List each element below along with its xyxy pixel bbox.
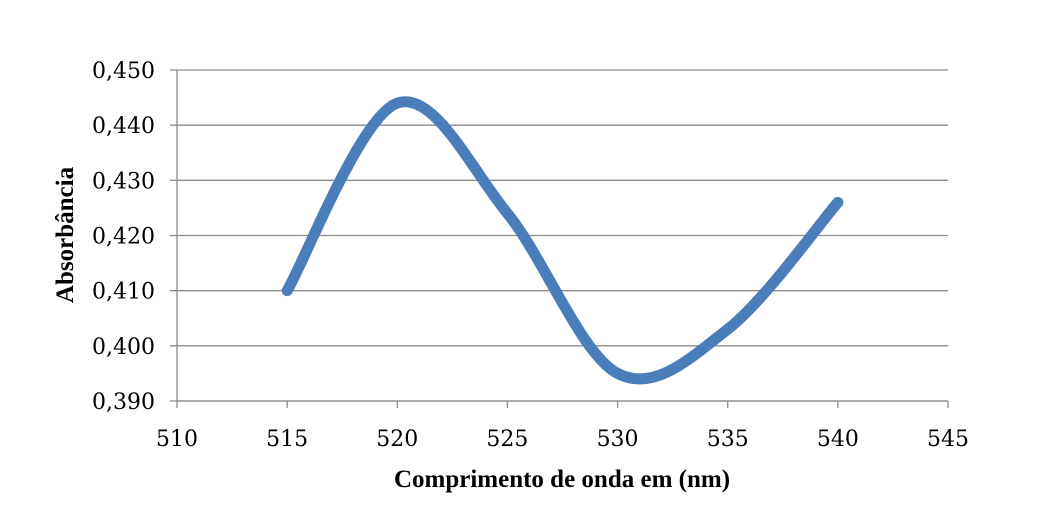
y-tick-label: 0,430 — [92, 169, 155, 194]
y-tick-label: 0,420 — [92, 225, 155, 250]
x-tick-label: 530 — [597, 427, 639, 452]
y-tick-label: 0,400 — [92, 335, 155, 360]
y-tick-label: 0,410 — [92, 280, 155, 305]
y-tick-label: 0,450 — [92, 59, 155, 84]
y-tick-label: 0,440 — [92, 114, 155, 139]
y-tick-label: 0,390 — [92, 390, 155, 415]
x-tick-label: 510 — [156, 427, 198, 452]
gridlines — [170, 69, 948, 402]
x-tick-label: 520 — [376, 427, 418, 452]
x-tick-label: 535 — [707, 427, 749, 452]
x-tick-label: 515 — [266, 427, 308, 452]
x-tick-label: 540 — [817, 427, 859, 452]
y-axis-title: Absorbância — [52, 166, 79, 303]
x-axis-title: Comprimento de onda em (nm) — [394, 466, 730, 493]
y-tick-labels: 0,390 0,400 0,410 0,420 0,430 0,440 0,450 — [92, 59, 155, 415]
axes — [176, 70, 949, 408]
x-tick-labels: 510 515 520 525 530 535 540 545 — [156, 427, 969, 452]
absorbance-series-line — [281, 96, 844, 385]
series-layer — [281, 96, 844, 385]
x-tick-label: 545 — [927, 427, 969, 452]
x-tick-label: 525 — [486, 427, 528, 452]
